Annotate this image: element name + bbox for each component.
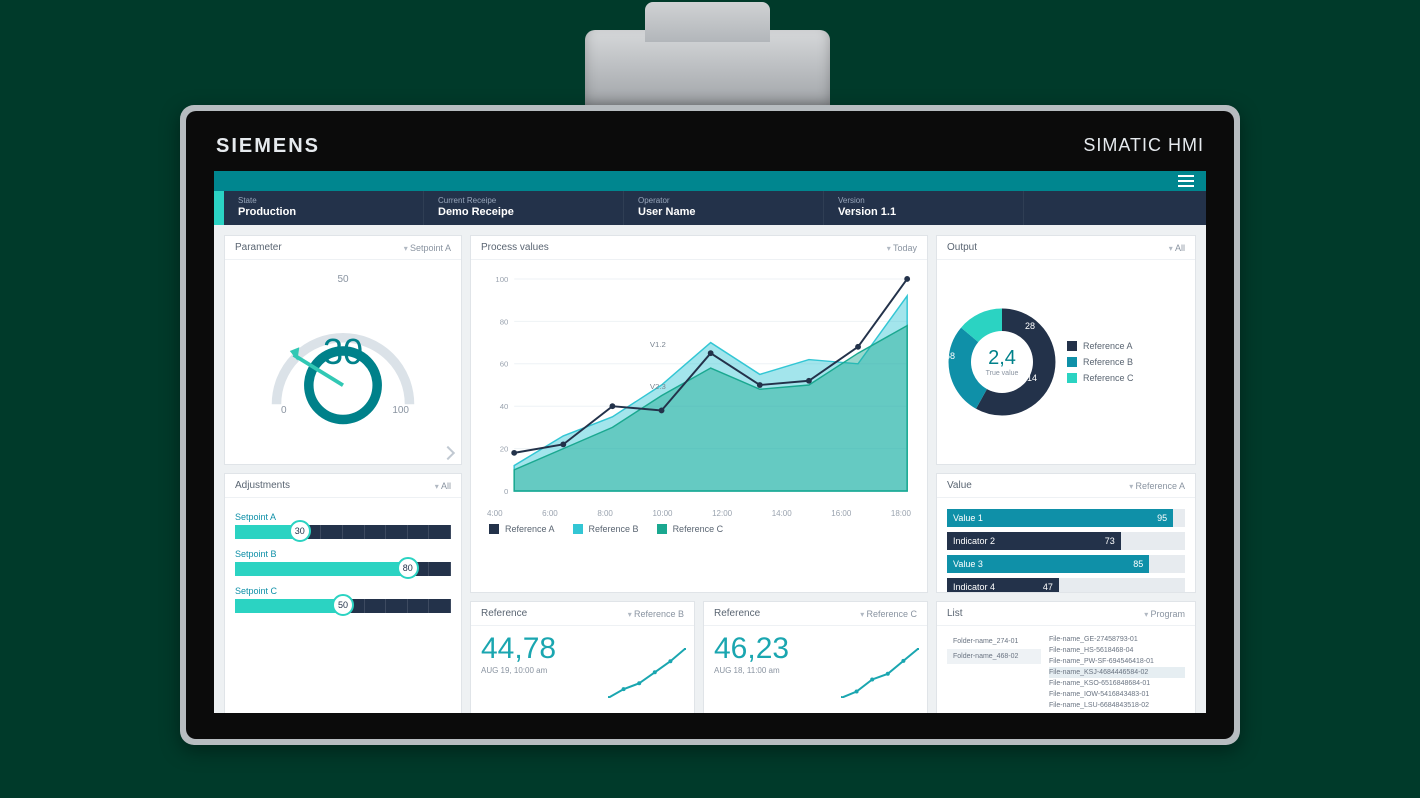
gauge-max: 100 (392, 405, 409, 416)
slider-label: Setpoint B (235, 549, 451, 559)
dropdown-ref-a[interactable]: Reference A (1129, 481, 1185, 491)
slider-handle[interactable]: 30 (289, 520, 311, 542)
dropdown-all[interactable]: All (435, 481, 451, 491)
strip-accent (214, 191, 224, 225)
card-reference: Reference Reference C 46,23 AUG 18, 11:0… (703, 601, 928, 713)
svg-text:V2.3: V2.3 (650, 382, 666, 391)
slider-handle[interactable]: 50 (332, 594, 354, 616)
menu-icon[interactable] (1178, 175, 1194, 187)
donut-segment-label: 14 (1027, 373, 1037, 383)
card-adjustments: Adjustments All Setpoint A 30 Setpoint B… (224, 473, 462, 713)
svg-text:60: 60 (500, 360, 509, 369)
gauge: 30 0 50 100 (235, 268, 451, 436)
info-recipe: Current ReceipeDemo Receipe (424, 191, 624, 225)
card-title: List (947, 608, 963, 619)
card-title: Process values (481, 242, 549, 253)
slider-handle[interactable]: 80 (397, 557, 419, 579)
file-item[interactable]: File-name_LSU-6684843518-02 (1049, 700, 1185, 711)
value-bar: Indicator 273 (947, 532, 1185, 550)
card-list: List Program Folder-name_274-01Folder-na… (936, 601, 1196, 713)
slider-track[interactable]: 80 (235, 562, 451, 576)
info-operator: OperatorUser Name (624, 191, 824, 225)
legend-item: Reference B (1067, 357, 1185, 367)
dropdown-today[interactable]: Today (887, 243, 917, 253)
brand-logo: SIEMENS (216, 135, 320, 158)
slider-label: Setpoint A (235, 512, 451, 522)
info-version: VersionVersion 1.1 (824, 191, 1024, 225)
file-item[interactable]: File-name_HS-5618468-04 (1049, 645, 1185, 656)
dashboard-grid: Parameter Setpoint A 30 0 (214, 225, 1206, 713)
device-frame: SIEMENS SIMATIC HMI StateProduction Curr… (180, 105, 1240, 745)
donut-legend: Reference A Reference B Reference C (1067, 335, 1185, 389)
gauge-value: 30 (323, 331, 363, 373)
dropdown-program[interactable]: Program (1144, 609, 1185, 619)
top-bar (214, 171, 1206, 191)
svg-text:80: 80 (500, 317, 509, 326)
gauge-mid: 50 (337, 274, 348, 285)
folder-item[interactable]: Folder-name_468-02 (947, 649, 1041, 664)
file-item[interactable]: File-name_PW-SF-694546418-01 (1049, 656, 1185, 667)
svg-text:100: 100 (495, 275, 509, 284)
legend-item: Reference A (1067, 341, 1185, 351)
file-item[interactable]: File-name_PRE-65484816-03 (1049, 711, 1185, 713)
card-title: Reference (714, 608, 760, 619)
card-title: Output (947, 242, 977, 253)
legend-item: Reference C (1067, 373, 1185, 383)
donut-segment-label: 58 (945, 351, 955, 361)
file-item[interactable]: File-name_KSO-6516848684-01 (1049, 678, 1185, 689)
donut-segment-label: 28 (1025, 321, 1035, 331)
chevron-right-icon[interactable] (441, 446, 455, 460)
chart-legend: Reference AReference BReference C (485, 518, 913, 536)
svg-text:20: 20 (500, 445, 509, 454)
card-value: Value Reference A Value 195 Indicator 27… (936, 473, 1196, 593)
card-title: Adjustments (235, 480, 290, 491)
card-title: Parameter (235, 242, 282, 253)
donut-chart: 2,4 True value 58 28 14 (947, 307, 1057, 417)
file-item[interactable]: File-name_IOW-5416843483-01 (1049, 689, 1185, 700)
info-state: StateProduction (224, 191, 424, 225)
card-title: Reference (481, 608, 527, 619)
value-bar: Value 385 (947, 555, 1185, 573)
sparkline (841, 648, 919, 698)
file-item[interactable]: File-name_KSJ-4684446584-02 (1049, 667, 1185, 678)
card-parameter: Parameter Setpoint A 30 0 (224, 235, 462, 465)
folder-column: Folder-name_274-01Folder-name_468-02 (947, 634, 1041, 713)
x-axis-labels: 4:006:008:0010:0012:0014:0016:0018:00 (485, 505, 913, 518)
value-bar: Indicator 447 (947, 578, 1185, 592)
info-strip: StateProduction Current ReceipeDemo Rece… (214, 191, 1206, 225)
card-title: Value (947, 480, 972, 491)
svg-text:40: 40 (500, 402, 509, 411)
sparkline (608, 648, 686, 698)
device-mount (585, 30, 830, 110)
value-bar: Value 195 (947, 509, 1185, 527)
card-reference: Reference Reference B 44,78 AUG 19, 10:0… (470, 601, 695, 713)
dropdown-reference[interactable]: Reference B (628, 609, 684, 619)
slider-track[interactable]: 50 (235, 599, 451, 613)
card-output: Output All 2,4 True value 582814 Refe (936, 235, 1196, 465)
folder-item[interactable]: Folder-name_274-01 (947, 634, 1041, 649)
product-model-label: SIMATIC HMI (1083, 135, 1204, 156)
dropdown-setpoint[interactable]: Setpoint A (404, 243, 451, 253)
hmi-screen: StateProduction Current ReceipeDemo Rece… (214, 171, 1206, 713)
donut-center-label: True value (986, 370, 1019, 377)
file-item[interactable]: File-name_GE-27458793-01 (1049, 634, 1185, 645)
dropdown-all[interactable]: All (1169, 243, 1185, 253)
file-column: File-name_GE-27458793-01File-name_HS-561… (1049, 634, 1185, 713)
svg-text:0: 0 (504, 487, 509, 496)
card-process-values: Process values Today 0 20 40 60 80 100 V1.2 V2.… (470, 235, 928, 593)
slider-track[interactable]: 30 (235, 525, 451, 539)
svg-text:V1.2: V1.2 (650, 340, 666, 349)
dropdown-reference[interactable]: Reference C (860, 609, 917, 619)
donut-center-value: 2,4 (988, 347, 1016, 370)
process-chart: 0 20 40 60 80 100 V1.2 V2.3 (485, 270, 913, 500)
reference-cards: Reference Reference B 44,78 AUG 19, 10:0… (470, 601, 928, 713)
gauge-min: 0 (281, 405, 287, 416)
